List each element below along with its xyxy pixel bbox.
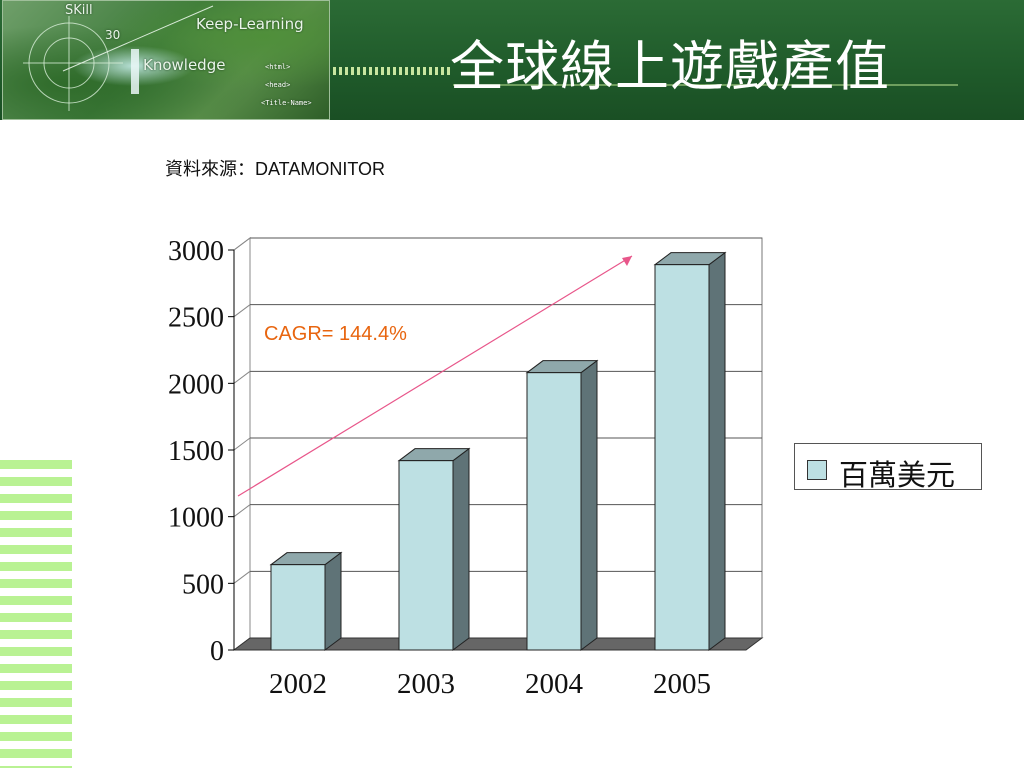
banner-word-knowledge: Knowledge (143, 56, 226, 74)
header-banner: SKill Keep-Learning 30 Knowledge <html> … (0, 0, 1024, 120)
banner-word-skill: SKill (65, 3, 93, 18)
gridline-side (233, 370, 251, 384)
gridline-side (233, 304, 251, 318)
source-value: DATAMONITOR (255, 159, 385, 179)
gridline-side (233, 504, 251, 518)
y-tick-label: 500 (182, 569, 224, 600)
banner-photo: SKill Keep-Learning 30 Knowledge <html> … (2, 0, 330, 120)
bar (398, 460, 454, 651)
y-tick-label: 2000 (168, 369, 224, 400)
banner-underline (453, 84, 958, 86)
cagr-annotation: CAGR= 144.4% (264, 323, 407, 345)
gridline-side (233, 237, 251, 251)
x-tick-label: 2002 (269, 668, 327, 700)
bar-side (452, 447, 470, 651)
legend-swatch (807, 460, 827, 480)
y-tick-label: 2500 (168, 303, 224, 334)
bar (270, 564, 326, 651)
banner-word-title-name: <Title-Name> (261, 99, 312, 107)
y-tick-label: 1000 (168, 503, 224, 534)
decorative-stripes (0, 460, 72, 768)
gridline-side (233, 437, 251, 451)
bar (654, 264, 710, 651)
legend-label: 百萬美元 (839, 458, 956, 492)
banner-word-30: 30 (105, 28, 121, 42)
banner-compass-icon (23, 5, 214, 111)
x-tick-label: 2004 (525, 668, 584, 700)
x-tick-label: 2005 (653, 668, 711, 700)
page-title: 全球線上遊戲產值 (450, 35, 890, 98)
bar-side (580, 359, 598, 651)
gridline-side (233, 570, 251, 584)
chart-legend: 百萬美元 (794, 443, 982, 492)
banner-word-keep-learning: Keep-Learning (196, 15, 304, 33)
y-tick-label: 1500 (168, 436, 224, 467)
y-tick-label: 0 (210, 636, 224, 667)
y-tick-label: 3000 (168, 236, 224, 267)
trend-arrow-head (622, 256, 632, 266)
trend-arrow (237, 255, 633, 497)
banner-dots (333, 67, 453, 75)
banner-word-html: <html> (265, 63, 291, 71)
banner-word-head: <head> (265, 81, 291, 89)
source-note: 資料來源：DATAMONITOR (165, 155, 385, 181)
bar-side (324, 551, 342, 651)
bar-side (708, 251, 726, 651)
bar (526, 372, 582, 651)
x-tick-label: 2003 (397, 668, 455, 700)
source-label: 資料來源： (165, 159, 255, 179)
